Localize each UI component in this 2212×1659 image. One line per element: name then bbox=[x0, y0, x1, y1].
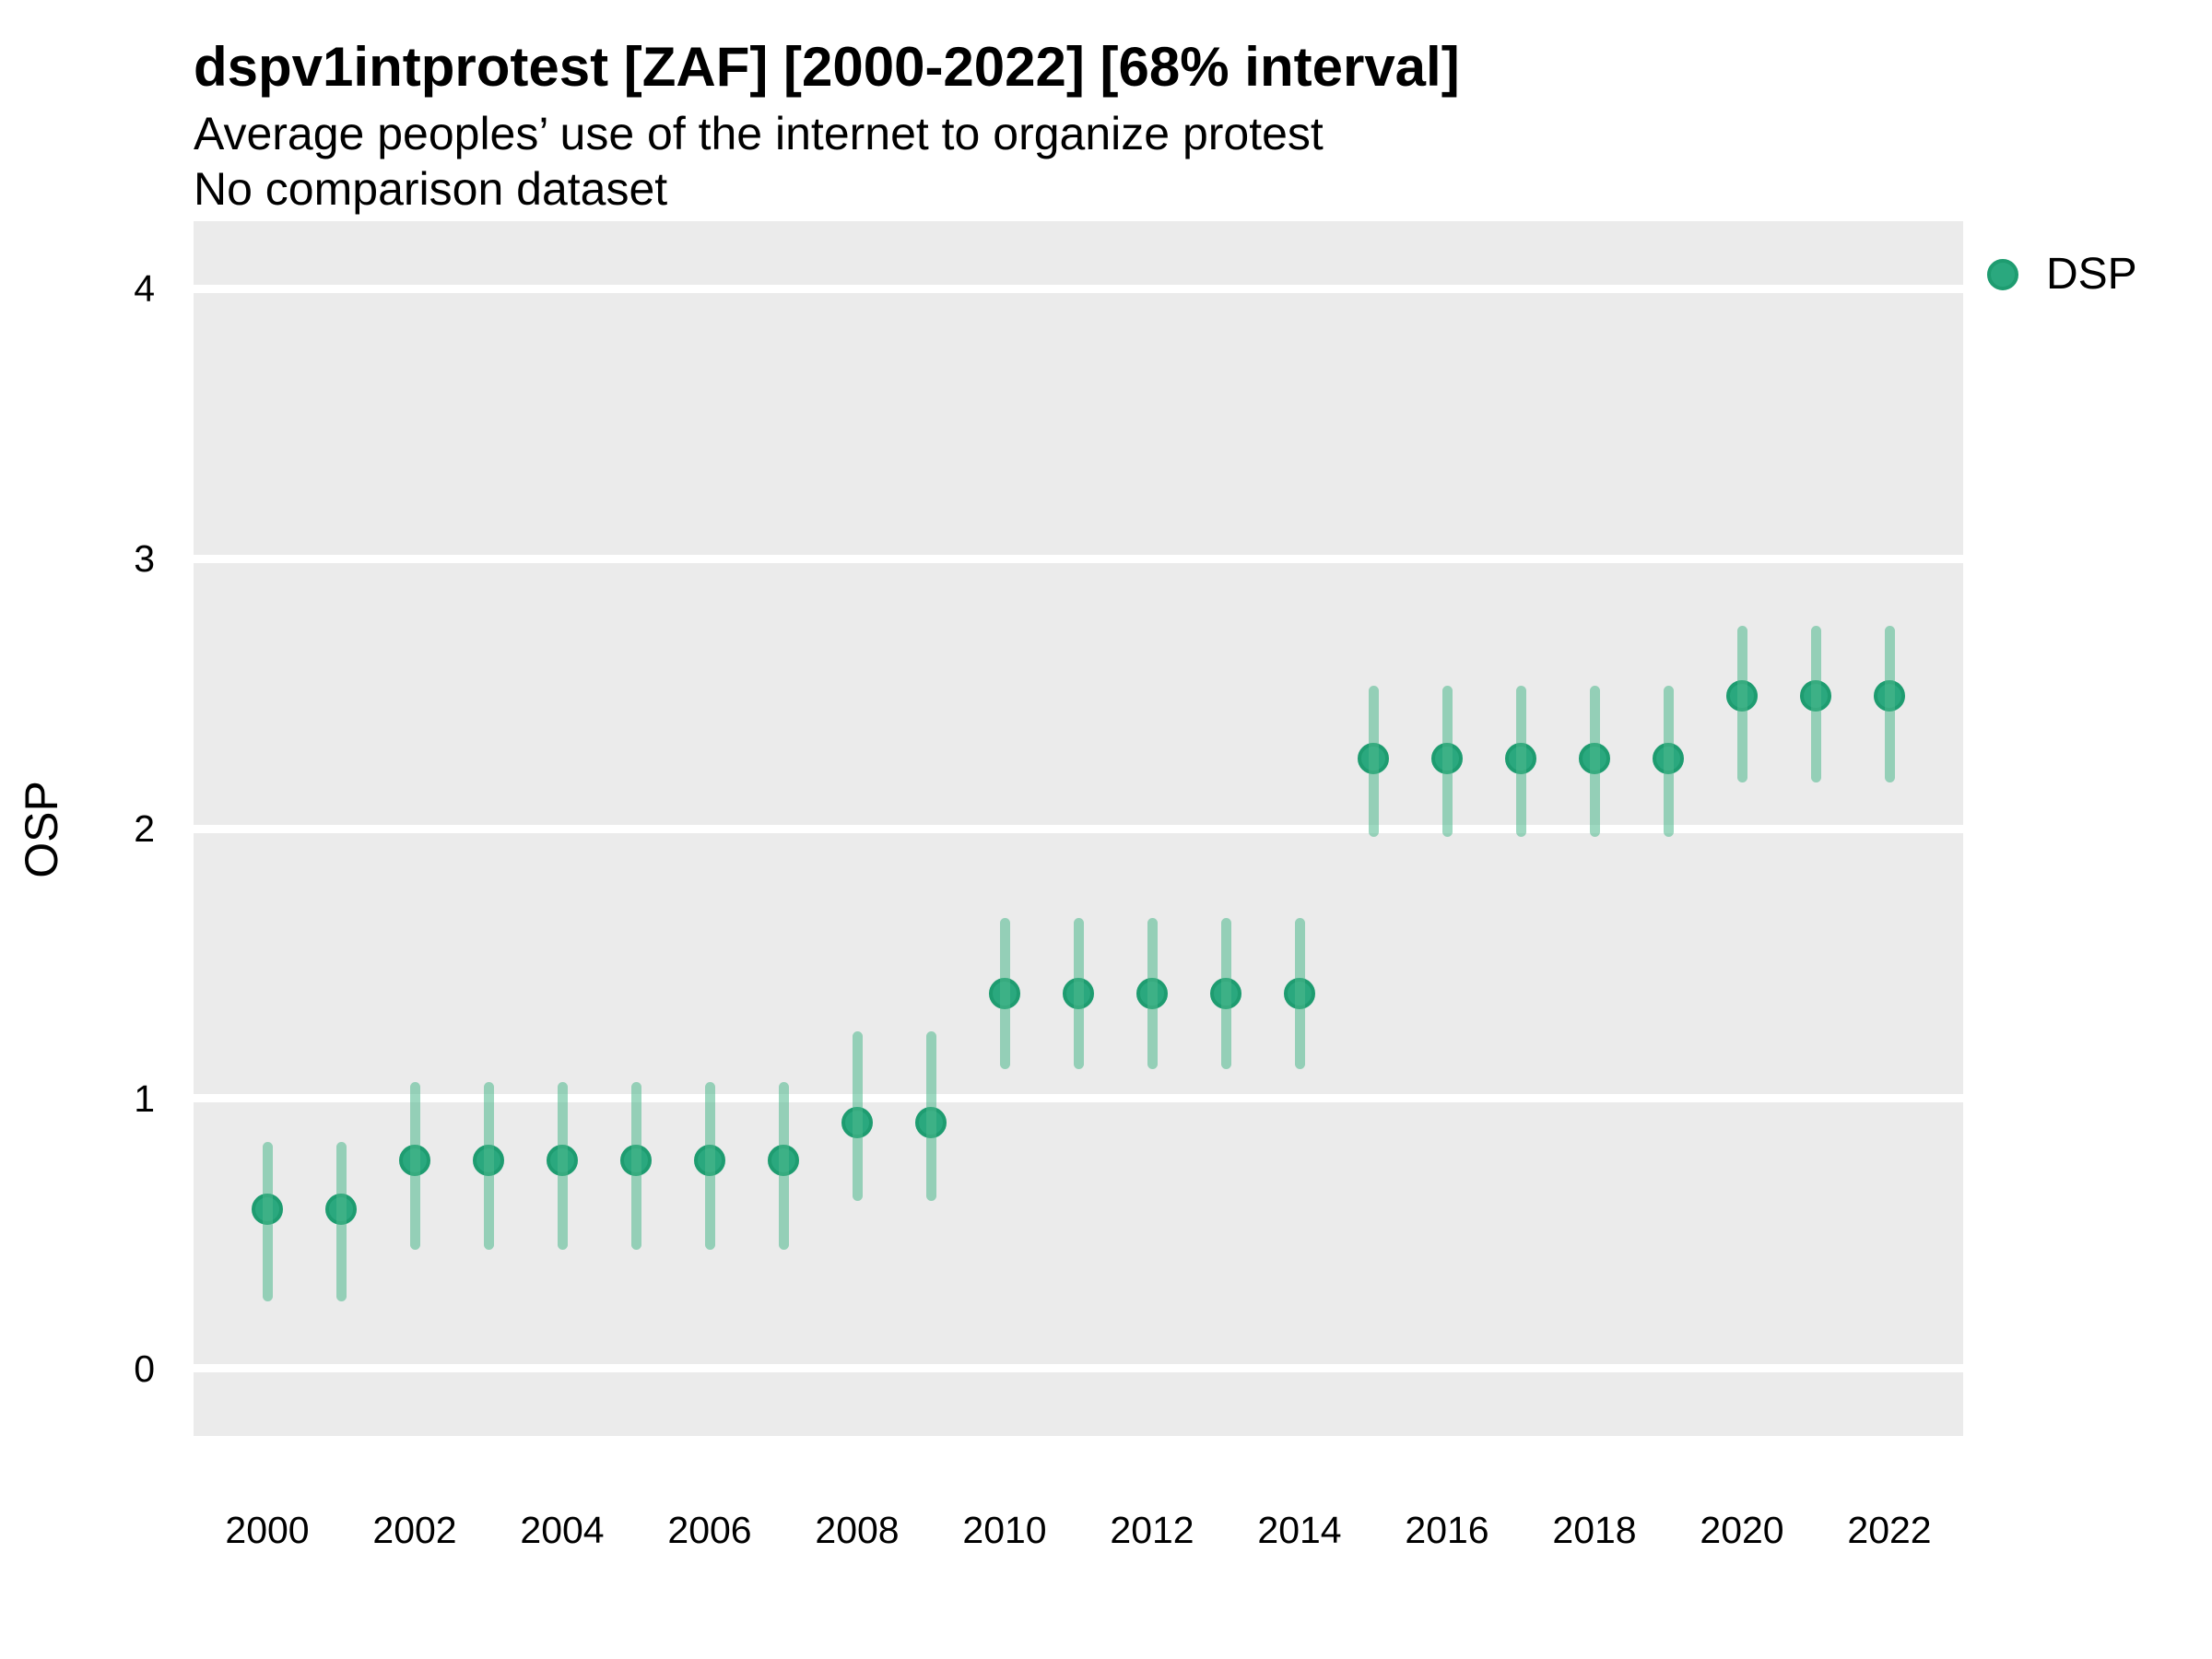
interval-bar-2022 bbox=[1884, 626, 1895, 783]
x-tick-label-2000: 2000 bbox=[225, 1509, 310, 1551]
interval-bar-2004 bbox=[557, 1082, 568, 1250]
x-tick-label-2008: 2008 bbox=[815, 1509, 900, 1551]
x-tick-label-2004: 2004 bbox=[520, 1509, 605, 1551]
interval-bar-2010 bbox=[999, 917, 1010, 1069]
x-tick-label-2022: 2022 bbox=[1847, 1509, 1932, 1551]
y-tick-label-4: 4 bbox=[134, 267, 155, 311]
interval-bar-2005 bbox=[630, 1082, 641, 1250]
page-title: dspv1intprotest [ZAF] [2000-2022] [68% i… bbox=[194, 36, 1460, 98]
y-tick-label-0: 0 bbox=[134, 1347, 155, 1390]
y-tick-label-3: 3 bbox=[134, 537, 155, 581]
chart-subtitle: Average peoples’ use of the internet to … bbox=[194, 108, 1324, 159]
x-tick-label-2020: 2020 bbox=[1700, 1509, 1784, 1551]
gridline-y-1 bbox=[194, 1094, 1963, 1103]
interval-bar-2001 bbox=[335, 1141, 347, 1301]
y-tick-label-2: 2 bbox=[134, 807, 155, 850]
interval-bar-2019 bbox=[1663, 685, 1674, 837]
interval-bar-2000 bbox=[262, 1141, 273, 1301]
interval-bar-2017 bbox=[1515, 685, 1526, 837]
interval-bar-2006 bbox=[704, 1082, 715, 1250]
interval-bar-2007 bbox=[778, 1082, 789, 1250]
interval-bar-2008 bbox=[852, 1030, 863, 1202]
legend: DSP bbox=[1987, 245, 2137, 304]
interval-bar-2011 bbox=[1073, 917, 1084, 1069]
interval-bar-2020 bbox=[1736, 626, 1747, 783]
comparison-note: No comparison dataset bbox=[194, 163, 668, 215]
x-tick-label-2016: 2016 bbox=[1405, 1509, 1489, 1551]
plot-panel bbox=[194, 221, 1963, 1436]
x-tick-label-2002: 2002 bbox=[372, 1509, 457, 1551]
interval-bar-2014 bbox=[1294, 917, 1305, 1069]
interval-bar-2013 bbox=[1220, 917, 1231, 1069]
legend-dot-icon bbox=[1987, 259, 2018, 290]
interval-bar-2012 bbox=[1147, 917, 1158, 1069]
gridline-y-2 bbox=[194, 824, 1963, 833]
interval-bar-2003 bbox=[483, 1082, 494, 1250]
gridline-y-3 bbox=[194, 554, 1963, 563]
x-tick-label-2014: 2014 bbox=[1257, 1509, 1342, 1551]
interval-bar-2016 bbox=[1441, 685, 1453, 837]
legend-label: DSP bbox=[2046, 250, 2137, 299]
x-tick-label-2018: 2018 bbox=[1552, 1509, 1637, 1551]
x-tick-label-2012: 2012 bbox=[1110, 1509, 1194, 1551]
interval-bar-2018 bbox=[1589, 685, 1600, 837]
interval-bar-2009 bbox=[925, 1030, 936, 1202]
interval-bar-2002 bbox=[409, 1082, 420, 1250]
interval-bar-2015 bbox=[1368, 685, 1379, 837]
gridline-y-0 bbox=[194, 1364, 1963, 1373]
x-tick-label-2010: 2010 bbox=[962, 1509, 1047, 1551]
y-tick-label-1: 1 bbox=[134, 1077, 155, 1120]
gridline-y-4 bbox=[194, 284, 1963, 293]
interval-bar-2021 bbox=[1810, 626, 1821, 783]
x-tick-label-2006: 2006 bbox=[667, 1509, 752, 1551]
